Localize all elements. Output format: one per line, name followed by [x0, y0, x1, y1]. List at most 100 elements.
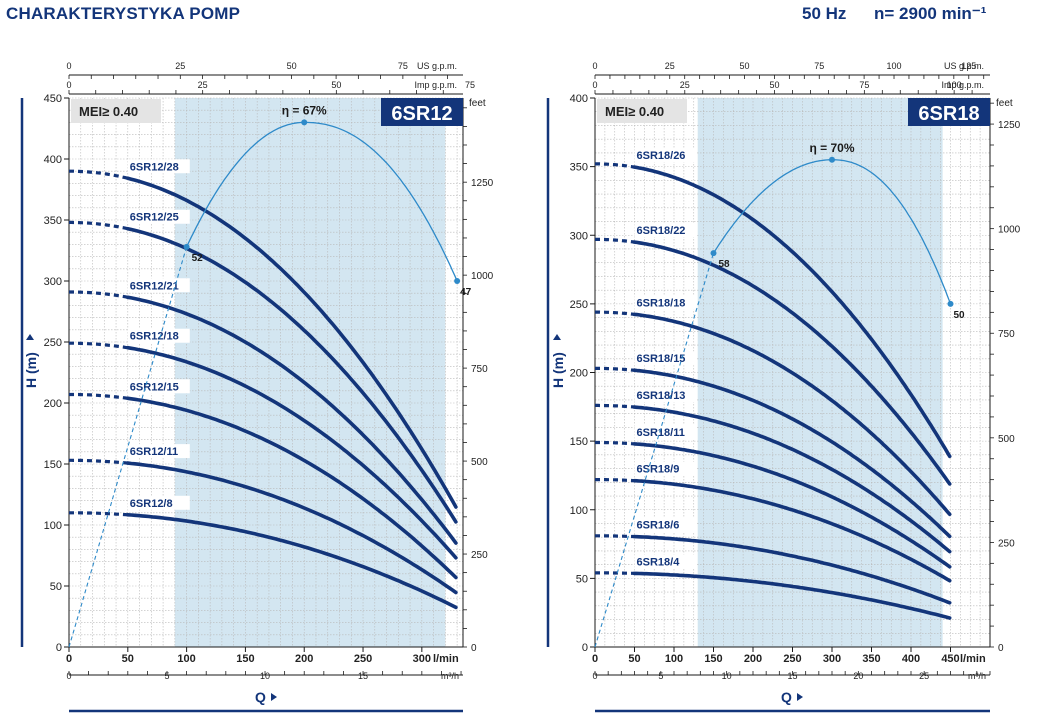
mei-label: MEI≥ 0.40	[605, 104, 664, 119]
y-axis-title: H (m)	[550, 352, 566, 388]
y-tick-label: 450	[44, 93, 62, 105]
imp-unit-label: Imp g.p.m.	[941, 80, 984, 90]
model-title: 6SR12	[391, 103, 452, 125]
curve-label: 6SR12/21	[130, 280, 179, 292]
feet-tick-label: 500	[471, 457, 488, 468]
m3h-tick-label: 15	[787, 671, 797, 681]
curve-6sr12-15	[126, 396, 458, 580]
curve-6sr18-9	[632, 478, 952, 583]
imp-unit-label: Imp g.p.m.	[414, 80, 457, 90]
curve-dashed	[595, 571, 635, 575]
curve-label-bg	[634, 424, 697, 439]
efficiency-end-point	[947, 300, 954, 307]
imp-tick-label: 0	[592, 80, 597, 90]
imp-tick-label: 25	[198, 80, 208, 90]
curve-label-bg	[127, 444, 190, 459]
curve-dashed	[595, 162, 635, 169]
curve-label-bg	[127, 209, 190, 224]
curve-label: 6SR18/11	[637, 427, 685, 439]
curve-label: 6SR18/6	[637, 520, 680, 532]
efficiency-point-1	[710, 250, 717, 257]
curve-label-bg	[634, 517, 697, 532]
feet-tick-label: 500	[998, 434, 1015, 445]
y-tick-label: 100	[44, 520, 62, 532]
curve-dashed	[595, 478, 635, 483]
y-tick-label: 400	[44, 154, 62, 166]
curve-label: 6SR18/9	[637, 464, 680, 476]
curve-label: 6SR18/18	[637, 297, 686, 309]
x-tick-label: 300	[413, 653, 431, 665]
imp-tick-label: 50	[331, 80, 341, 90]
efficiency-end-label: 47	[460, 287, 472, 298]
document-title: CHARAKTERYSTYKA POMP	[6, 4, 241, 23]
feet-tick-label: 0	[471, 643, 477, 654]
y-tick-label: 150	[570, 436, 588, 448]
m3h-tick-label: 25	[919, 671, 929, 681]
feet-tick-label: 1250	[471, 178, 494, 189]
feet-tick-label: 750	[998, 329, 1015, 340]
m3h-tick-label: 5	[658, 671, 663, 681]
curve-6sr12-11	[126, 461, 458, 595]
us-unit-label: US g.p.m.	[417, 61, 457, 71]
x-unit-label: l/min	[433, 653, 459, 665]
curve-dashed	[69, 220, 129, 231]
curve-label-bg	[634, 223, 697, 238]
x-tick-label: 200	[295, 653, 313, 665]
m3h-tick-label: 10	[722, 671, 732, 681]
curve-label: 6SR18/15	[637, 353, 686, 365]
x-tick-label: 250	[354, 653, 372, 665]
curve-label-bg	[127, 159, 190, 174]
curve-6sr18-11	[632, 442, 952, 569]
x-tick-label: 0	[66, 653, 72, 665]
x-unit-label: l/min	[960, 653, 986, 665]
feet-tick-label: 250	[998, 538, 1015, 549]
feet-unit-label: feet	[996, 98, 1013, 109]
y-tick-label: 250	[44, 337, 62, 349]
curve-6sr18-4	[632, 571, 952, 620]
y-tick-label: 0	[56, 642, 62, 654]
curve-6sr18-13	[632, 405, 952, 554]
us-tick-label: 50	[739, 61, 749, 71]
curve-label-bg	[127, 495, 190, 510]
us-tick-label: 0	[66, 61, 71, 71]
x-tick-label: 400	[902, 653, 920, 665]
x-tick-label: 100	[177, 653, 195, 665]
model-badge	[908, 98, 990, 126]
model-badge	[381, 98, 463, 126]
y-tick-label: 250	[570, 299, 588, 311]
m3h-tick-label: 10	[260, 671, 270, 681]
efficiency-point-1-label: 58	[719, 259, 731, 270]
feet-tick-label: 0	[998, 643, 1004, 654]
x-tick-label: 50	[122, 653, 134, 665]
y-tick-label: 400	[570, 93, 588, 105]
curve-dashed	[69, 458, 128, 465]
x-tick-label: 200	[744, 653, 762, 665]
x-tick-label: 150	[704, 653, 722, 665]
y-tick-label: 350	[570, 162, 588, 174]
y-tick-label: 350	[44, 215, 62, 227]
us-tick-label: 75	[398, 61, 408, 71]
curve-label: 6SR18/13	[637, 390, 686, 402]
curve-6sr12-21	[126, 295, 458, 545]
curve-dashed	[69, 169, 129, 180]
mei-box	[71, 99, 161, 123]
curve-label: 6SR18/22	[637, 225, 686, 237]
q-axis-label: Q	[781, 689, 792, 705]
x-tick-label: 150	[236, 653, 254, 665]
x-tick-label: 450	[941, 653, 959, 665]
curve-label-bg	[634, 295, 697, 310]
efficiency-peak-point	[301, 119, 308, 126]
efficiency-label: η = 70%	[809, 141, 854, 155]
efficiency-point-1-label: 52	[192, 253, 204, 264]
arrow-right-icon	[271, 693, 277, 701]
m3h-tick-label: 15	[358, 671, 368, 681]
feet-tick-label: 750	[471, 364, 488, 375]
us-tick-label: 25	[175, 61, 185, 71]
imp-tick-label: 75	[465, 80, 475, 90]
y-tick-label: 300	[570, 230, 588, 242]
curve-6sr18-26	[632, 165, 952, 459]
feet-tick-label: 1000	[998, 225, 1021, 236]
header: CHARAKTERYSTYKA POMP 50 Hz n= 2900 min⁻¹	[0, 0, 1042, 30]
us-tick-label: 50	[287, 61, 297, 71]
imp-tick-label: 25	[680, 80, 690, 90]
